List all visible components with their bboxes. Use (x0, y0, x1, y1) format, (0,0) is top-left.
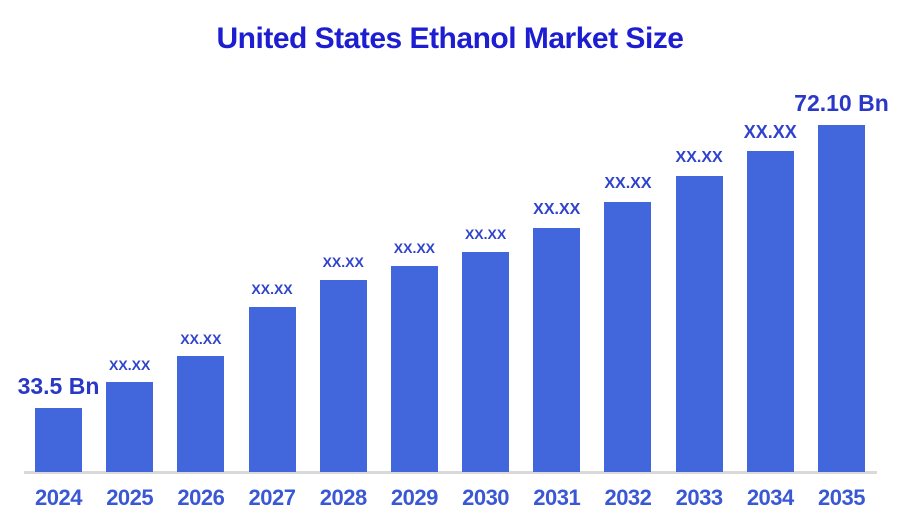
x-axis-tick-label: 2030 (462, 485, 510, 510)
bar-value-label: XX.XX (743, 121, 797, 142)
x-axis-tick-label: 2032 (604, 485, 652, 510)
bar-value-label: XX.XX (675, 149, 723, 166)
bar-2034 (746, 151, 794, 472)
x-axis-tick-label: 2027 (248, 485, 296, 510)
bar-2028 (319, 279, 367, 472)
bar-value-label: XX.XX (251, 281, 293, 298)
bar-2032 (604, 201, 652, 472)
bar-value-label: XX.XX (109, 356, 151, 373)
bar-2024 (35, 408, 82, 472)
x-axis-tick-label: 2031 (533, 485, 581, 510)
bar-value-label: XX.XX (322, 254, 364, 271)
bar-value-label: XX.XX (604, 175, 652, 193)
bar-value-label: 33.5 Bn (17, 372, 100, 399)
x-axis-tick-label: 2025 (106, 485, 154, 510)
bar-2029 (390, 265, 438, 472)
x-axis-tick-label: 2026 (177, 485, 225, 510)
bar-2035 (817, 125, 865, 472)
x-axis-tick-label: 2028 (319, 485, 367, 510)
bar-value-label: XX.XX (180, 330, 222, 347)
bar-2027 (248, 306, 296, 472)
bar-2031 (533, 227, 581, 472)
bar-2030 (462, 251, 510, 472)
x-axis-tick-label: 2029 (390, 485, 438, 510)
x-axis-tick-label: 2035 (817, 485, 865, 510)
x-axis-line (24, 471, 877, 474)
bar-2025 (106, 382, 154, 472)
bar-value-label: 72.10 Bn (794, 89, 889, 116)
bar-value-label: XX.XX (533, 201, 581, 219)
x-axis-tick-label: 2034 (746, 485, 794, 510)
bar-2033 (675, 175, 723, 472)
bar-2026 (177, 355, 225, 472)
chart-title: United States Ethanol Market Size (216, 22, 684, 55)
bar-value-label: XX.XX (464, 226, 507, 243)
x-axis-tick-label: 2033 (675, 485, 723, 510)
x-axis-tick-label: 2024 (35, 485, 82, 510)
bar-value-label: XX.XX (393, 240, 436, 257)
